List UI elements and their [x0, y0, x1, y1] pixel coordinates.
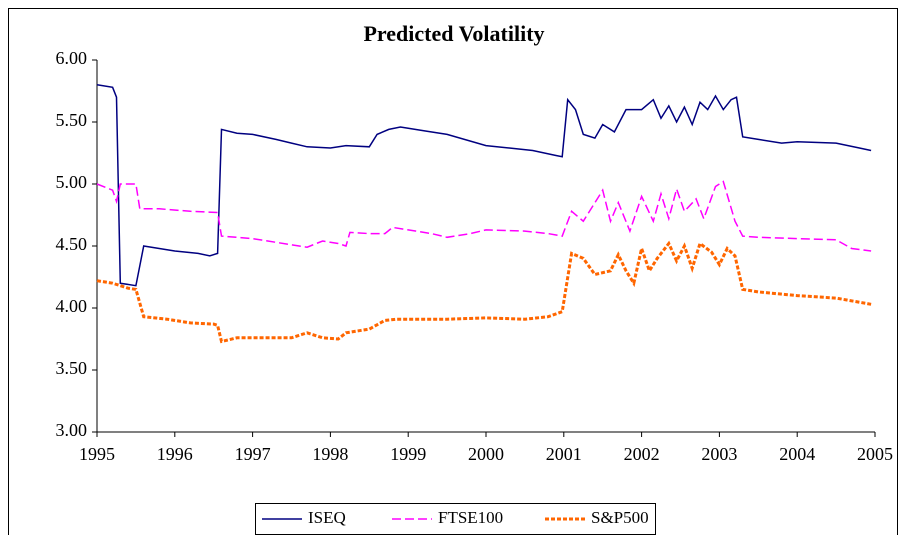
x-tick-label: 1999 — [390, 444, 426, 464]
series-line — [96, 84, 872, 287]
chart-title: Predicted Volatility — [363, 21, 544, 46]
x-tick-label: 1996 — [157, 444, 193, 464]
x-tick-label: 2001 — [546, 444, 582, 464]
x-tick-label: 2000 — [468, 444, 504, 464]
x-tick-label: 2003 — [701, 444, 737, 464]
y-tick-label: 4.00 — [56, 296, 88, 316]
series-line — [96, 180, 872, 252]
legend-box — [255, 503, 656, 535]
y-tick-label: 5.00 — [56, 172, 88, 192]
chart-frame — [8, 8, 898, 535]
x-tick-label: 1998 — [312, 444, 348, 464]
y-tick-label: 3.50 — [56, 358, 88, 378]
legend-label: FTSE100 — [438, 508, 503, 527]
x-tick-label: 2004 — [779, 444, 815, 464]
x-tick-label: 2005 — [857, 444, 893, 464]
series-line — [96, 240, 872, 344]
x-tick-label: 1995 — [79, 444, 115, 464]
x-tick-label: 2002 — [624, 444, 660, 464]
x-tick-label: 1997 — [235, 444, 271, 464]
legend-label: S&P500 — [591, 508, 649, 527]
y-tick-label: 5.50 — [56, 110, 88, 130]
y-tick-label: 6.00 — [56, 48, 88, 68]
legend-label: ISEQ — [308, 508, 346, 527]
y-tick-label: 3.00 — [56, 420, 88, 440]
y-tick-label: 4.50 — [56, 234, 88, 254]
